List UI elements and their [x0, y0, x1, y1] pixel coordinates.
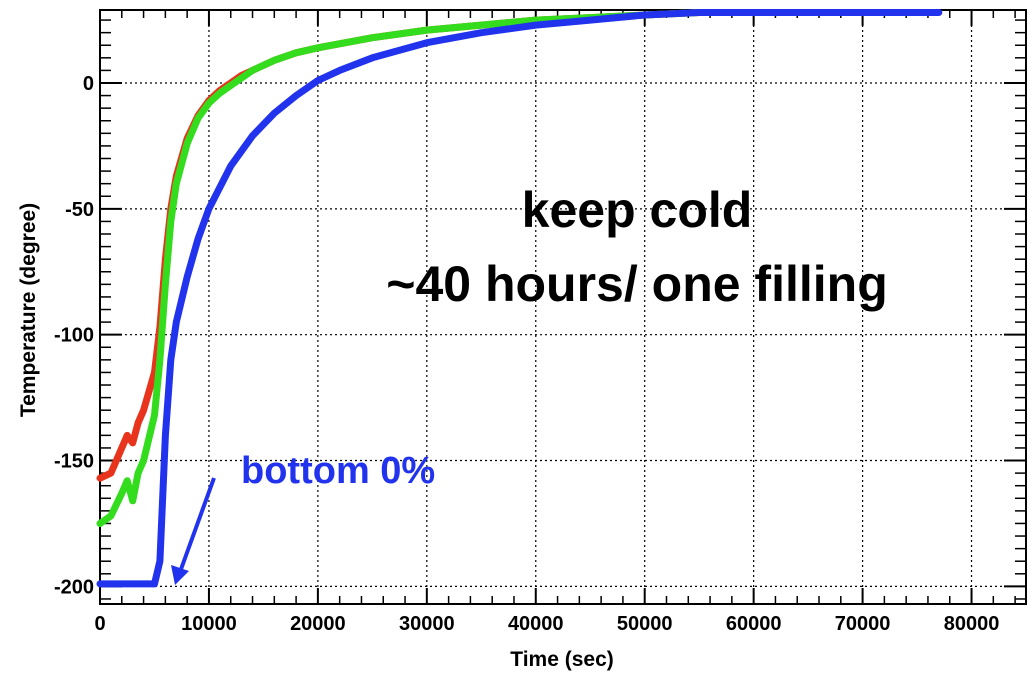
x-tick-label: 30000 [399, 613, 455, 635]
annotation-arrow [171, 477, 216, 585]
plot-frame [99, 9, 1027, 605]
annotation-bottom-level: bottom 0% [241, 450, 435, 492]
x-tick-label: 60000 [726, 613, 782, 635]
x-tick-label: 0 [94, 613, 105, 635]
x-tick-label: 80000 [944, 613, 1000, 635]
y-tick-label: -150 [54, 451, 94, 473]
x-tick-label: 70000 [835, 613, 891, 635]
series-line-1 [96, 9, 758, 527]
annotation-hours-per-filling: ~40 hours/ one filling [386, 256, 887, 312]
tick-labels: 0 10000 20000 30000 40000 50000 60000 70000 8000… [54, 73, 999, 635]
x-tick-label: 40000 [508, 613, 564, 635]
x-tick-label: 10000 [181, 613, 237, 635]
x-tick-label: 20000 [290, 613, 346, 635]
y-tick-label: -200 [54, 576, 94, 598]
grid [100, 10, 1026, 604]
annotation-keep-cold: keep cold [522, 182, 753, 238]
x-axis-title: Time (sec) [510, 648, 614, 671]
x-tick-label: 50000 [617, 613, 673, 635]
y-axis-title: Temperature (degree) [17, 203, 40, 417]
y-tick-label: -50 [65, 199, 94, 221]
data-series [96, 9, 943, 588]
y-tick-label: 0 [83, 73, 94, 95]
y-tick-label: -100 [54, 325, 94, 347]
series-line-2 [96, 9, 943, 588]
